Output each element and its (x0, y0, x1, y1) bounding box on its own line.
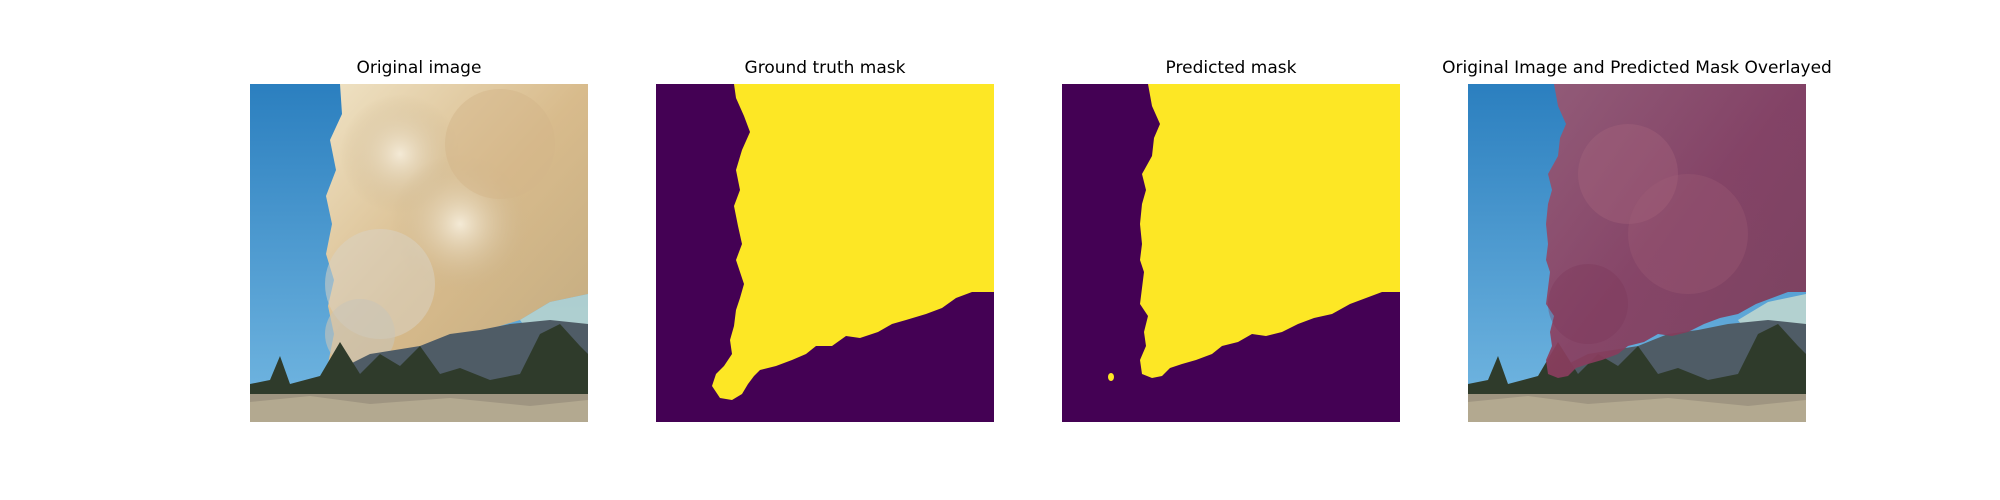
original-image (250, 84, 588, 422)
overlay-tinted-smoke (1546, 84, 1806, 378)
predicted-mask (1062, 84, 1400, 422)
panel-ground-truth: Ground truth mask (656, 0, 994, 500)
overlay-image (1468, 84, 1806, 422)
gt-smoke-region (712, 84, 994, 400)
panel-title-overlay: Original Image and Predicted Mask Overla… (1442, 58, 1832, 78)
panel-predicted: Predicted mask (1062, 0, 1400, 500)
pred-smoke-region (1140, 84, 1400, 378)
pred-stray-blob (1108, 373, 1114, 381)
panel-title-ground-truth: Ground truth mask (744, 58, 906, 78)
panel-title-predicted: Predicted mask (1165, 58, 1297, 78)
panel-title-original: Original image (356, 58, 482, 78)
ground-truth-mask (656, 84, 994, 422)
panel-overlay: Original Image and Predicted Mask Overla… (1442, 0, 1832, 500)
panel-original: Original image (250, 0, 588, 500)
